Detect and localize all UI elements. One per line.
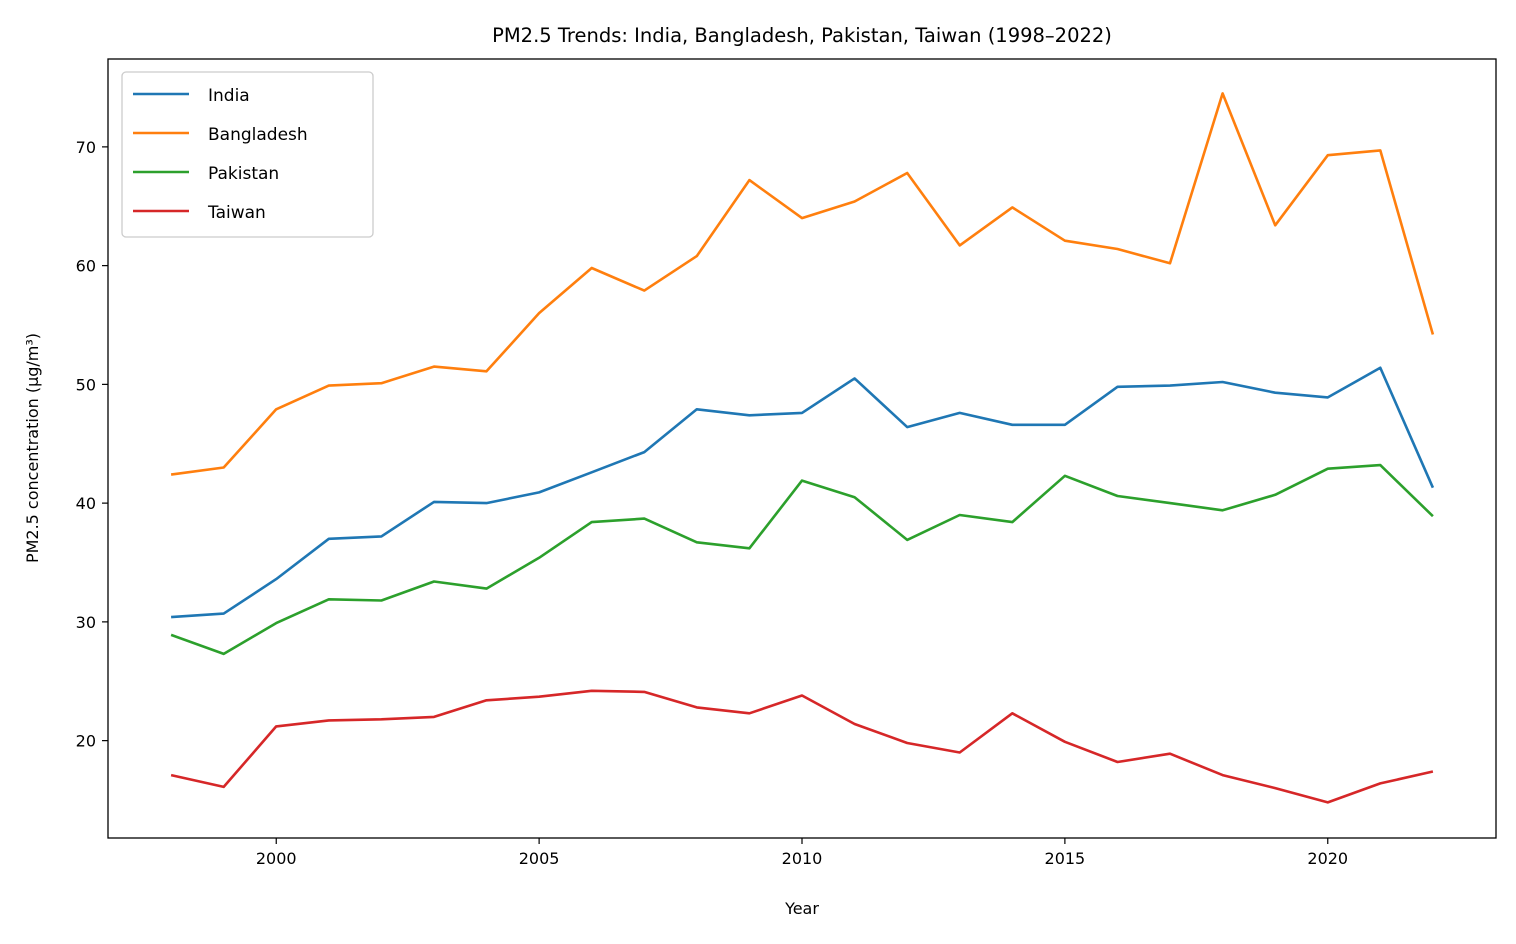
x-axis-ticks: 2000 2005 2010 2015 2020 xyxy=(256,838,1348,868)
y-tick-label: 60 xyxy=(76,257,96,276)
series-line-taiwan xyxy=(170,689,1434,804)
x-tick-label: 2005 xyxy=(519,849,560,868)
y-axis-ticks: 20 30 40 50 60 70 xyxy=(76,138,108,751)
legend-label: India xyxy=(208,86,250,106)
y-tick-label: 40 xyxy=(76,494,96,513)
legend-label: Pakistan xyxy=(208,164,279,184)
y-tick-label: 50 xyxy=(76,375,96,394)
y-tick-label: 30 xyxy=(76,613,96,632)
series-lines xyxy=(170,92,1435,804)
series-line-bangladesh xyxy=(170,92,1435,476)
legend: India Bangladesh Pakistan Taiwan xyxy=(121,71,374,238)
y-tick-label: 20 xyxy=(76,732,96,751)
legend-box xyxy=(121,71,374,238)
x-tick-label: 2010 xyxy=(782,849,823,868)
legend-label: Taiwan xyxy=(207,203,266,223)
x-tick-label: 2020 xyxy=(1307,849,1348,868)
x-axis-label: Year xyxy=(784,899,819,918)
series-line-pakistan xyxy=(170,463,1434,656)
x-tick-label: 2000 xyxy=(256,849,297,868)
y-axis-label: PM2.5 concentration (µg/m³) xyxy=(23,333,42,563)
y-tick-label: 70 xyxy=(76,138,96,157)
x-tick-label: 2015 xyxy=(1045,849,1086,868)
series-line-india xyxy=(171,366,1435,619)
chart-title: PM2.5 Trends: India, Bangladesh, Pakista… xyxy=(492,24,1112,47)
legend-label: Bangladesh xyxy=(208,125,308,145)
